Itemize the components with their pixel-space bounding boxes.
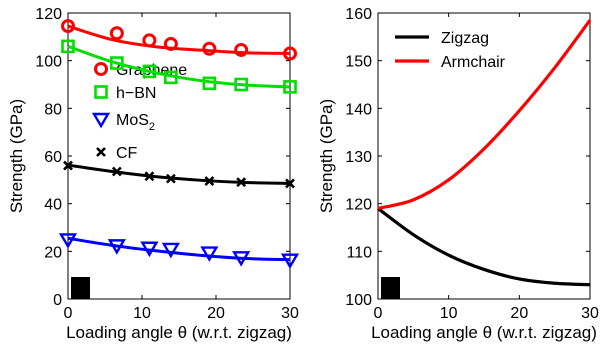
fit-curve — [67, 24, 291, 56]
legend-label: Zigzag — [441, 30, 489, 47]
y-tick-label: 40 — [44, 197, 62, 214]
data-point — [202, 76, 217, 91]
data-point — [61, 19, 75, 34]
fit-curve — [67, 236, 291, 262]
x-tick-label: 10 — [133, 305, 151, 322]
y-tick-label: 150 — [345, 54, 372, 71]
y-tick-label: 110 — [346, 244, 372, 261]
data-point — [161, 242, 180, 259]
data-point — [140, 241, 159, 258]
data-point — [163, 36, 178, 51]
legend-label: h−BN — [116, 85, 156, 102]
data-point — [202, 41, 217, 56]
y-tick-label: 100 — [35, 54, 62, 71]
legend-entry: MoS2 — [91, 112, 155, 133]
series-line — [377, 207, 591, 287]
fit-curve — [67, 163, 291, 185]
data-point — [204, 176, 215, 186]
data-point — [109, 26, 124, 41]
legend-marker — [91, 112, 111, 129]
data-point — [142, 33, 157, 48]
y-tick-label: 80 — [44, 101, 62, 118]
legend-label-subscript: 2 — [149, 121, 155, 133]
y-tick-label: 120 — [345, 197, 372, 214]
y-tick-label: 130 — [345, 149, 372, 166]
data-point — [110, 56, 124, 70]
x-tick-label: 20 — [510, 305, 528, 322]
legend-marker — [94, 85, 108, 99]
y-axis-label: Strength (GPa) — [317, 99, 336, 213]
legend-marker — [94, 62, 108, 76]
data-point — [234, 42, 249, 57]
y-axis-label: Strength (GPa) — [7, 99, 26, 213]
panel-label-box — [381, 277, 400, 299]
series-armchair — [377, 19, 592, 210]
data-point — [142, 64, 157, 79]
legend-marker — [96, 147, 106, 157]
chart-panel-a: 0 10 20 30 0 20 40 60 80 100 120 Loading angle θ (w… — [7, 6, 300, 342]
y-tick-label: 20 — [44, 244, 62, 261]
x-tick-label: 30 — [281, 305, 299, 322]
plot-frame — [67, 12, 291, 300]
fit-curve — [67, 44, 291, 89]
data-point — [61, 39, 75, 54]
panel-label-box — [71, 277, 90, 299]
legend-entry: h−BN — [94, 85, 156, 102]
panel-label: a — [75, 278, 86, 298]
series-zigzag — [377, 207, 591, 287]
x-axis-label: Loading angle θ (w.r.t. zigzag) — [66, 323, 292, 342]
y-tick-label: 120 — [35, 6, 62, 23]
x-tick-label: 0 — [374, 305, 383, 322]
data-point — [111, 166, 122, 177]
series-mos — [58, 233, 300, 270]
legend-entry: Zigzag — [395, 30, 489, 47]
data-point — [200, 246, 219, 262]
legend-label: CF — [116, 145, 138, 162]
data-point — [164, 70, 178, 85]
data-point — [232, 251, 251, 267]
y-tick-label: 160 — [345, 6, 372, 23]
data-point — [144, 171, 155, 182]
series-line — [377, 19, 592, 210]
chart-panel-b: 0 10 20 30 100 110 120 130 140 150 160 Loading angl… — [317, 6, 599, 342]
x-tick-label: 10 — [440, 305, 458, 322]
y-tick-label: 0 — [53, 292, 62, 309]
series-h-bn — [61, 39, 297, 94]
legend-entry: Armchair — [395, 54, 506, 71]
panel-label: b — [385, 278, 395, 298]
x-axis-label: Loading angle θ (w.r.t. zigzag) — [371, 323, 597, 342]
data-point — [285, 178, 295, 189]
series-graphene — [61, 19, 297, 61]
data-point — [107, 239, 126, 255]
y-tick-label: 60 — [44, 149, 62, 166]
data-point — [58, 233, 78, 249]
y-tick-label: 140 — [345, 101, 372, 118]
series-cf — [63, 160, 295, 189]
x-tick-label: 20 — [207, 305, 225, 322]
x-tick-label: 30 — [581, 305, 599, 322]
data-point — [280, 253, 300, 270]
x-tick-label: 0 — [64, 305, 73, 322]
data-point — [283, 80, 297, 94]
data-point — [283, 46, 297, 61]
data-point — [234, 77, 248, 92]
y-tick-label: 100 — [345, 292, 372, 309]
data-point — [236, 177, 247, 188]
legend-label: MoS2 — [116, 112, 155, 133]
legend-label: Armchair — [441, 54, 506, 71]
data-point — [165, 173, 176, 184]
data-point — [63, 160, 73, 171]
legend-entry: CF — [96, 145, 138, 162]
